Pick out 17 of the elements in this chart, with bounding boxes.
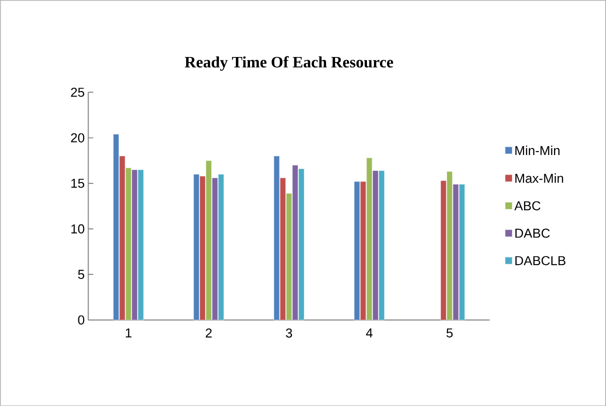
legend-label: DABC xyxy=(515,228,550,238)
legend-label: Min-Min xyxy=(515,146,560,155)
legend-label: ABC xyxy=(514,201,540,210)
x-tick-label: 3 xyxy=(286,328,292,338)
y-tick-label: 10 xyxy=(71,224,84,234)
x-tick-label: 4 xyxy=(366,328,373,338)
legend-label: Max-Min xyxy=(515,173,564,183)
x-tick-label: 1 xyxy=(126,328,132,338)
y-tick-label: 20 xyxy=(71,133,84,142)
y-tick-label: 15 xyxy=(71,178,84,188)
y-tick-label: 5 xyxy=(78,270,84,279)
y-tick-label: 25 xyxy=(71,88,84,97)
x-tick-label: 2 xyxy=(206,328,212,338)
x-tick-label: 5 xyxy=(446,328,453,338)
chart-title: Ready Time Of Each Resource xyxy=(184,56,394,71)
y-tick-label: 0 xyxy=(78,315,84,324)
legend-label: DABCLB xyxy=(515,256,566,266)
